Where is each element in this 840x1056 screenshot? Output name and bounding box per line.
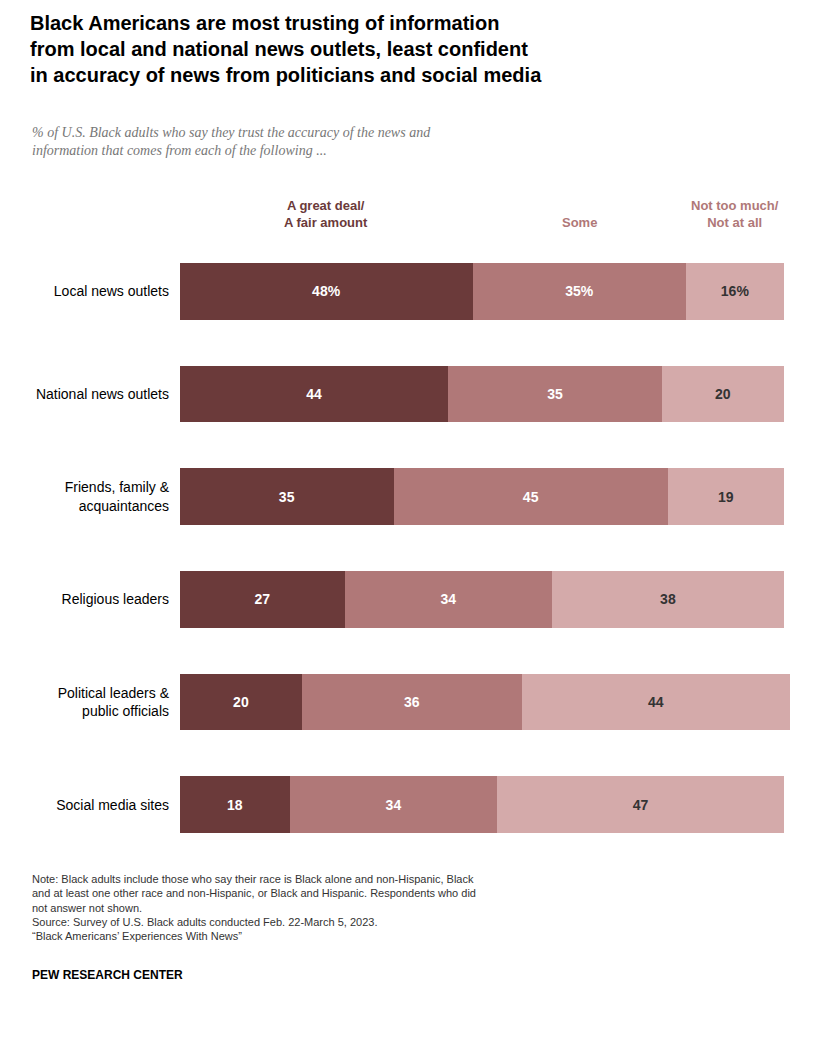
svg-text:44: 44 bbox=[648, 694, 664, 710]
svg-text:20: 20 bbox=[233, 694, 249, 710]
svg-text:35: 35 bbox=[547, 386, 563, 402]
svg-text:48%: 48% bbox=[312, 283, 341, 299]
svg-text:Note: Black adults include tho: Note: Black adults include those who say… bbox=[32, 873, 476, 942]
svg-text:36: 36 bbox=[404, 694, 420, 710]
svg-text:Some: Some bbox=[562, 215, 597, 230]
svg-text:PEW RESEARCH CENTER: PEW RESEARCH CENTER bbox=[32, 968, 183, 982]
svg-text:Local news outlets: Local news outlets bbox=[54, 283, 169, 299]
svg-text:34: 34 bbox=[441, 591, 457, 607]
svg-text:35%: 35% bbox=[565, 283, 594, 299]
svg-text:34: 34 bbox=[386, 797, 402, 813]
svg-text:20: 20 bbox=[715, 386, 731, 402]
svg-text:16%: 16% bbox=[721, 283, 750, 299]
svg-text:Religious leaders: Religious leaders bbox=[62, 591, 169, 607]
svg-text:Friends, family &acquaintances: Friends, family &acquaintances bbox=[65, 479, 170, 513]
svg-text:27: 27 bbox=[254, 591, 270, 607]
svg-text:35: 35 bbox=[279, 489, 295, 505]
svg-text:18: 18 bbox=[227, 797, 243, 813]
svg-text:45: 45 bbox=[523, 489, 539, 505]
svg-text:A great deal/A fair amount: A great deal/A fair amount bbox=[284, 198, 368, 230]
svg-text:Black Americans are most trust: Black Americans are most trusting of inf… bbox=[30, 12, 542, 86]
svg-text:National news outlets: National news outlets bbox=[36, 386, 169, 402]
svg-text:Political leaders &public offi: Political leaders &public officials bbox=[58, 685, 170, 719]
svg-text:44: 44 bbox=[306, 386, 322, 402]
svg-text:% of U.S. Black adults who say: % of U.S. Black adults who say they trus… bbox=[32, 125, 431, 158]
svg-text:38: 38 bbox=[660, 591, 676, 607]
svg-text:47: 47 bbox=[633, 797, 649, 813]
svg-text:19: 19 bbox=[718, 489, 734, 505]
svg-text:Not too much/Not at all: Not too much/Not at all bbox=[691, 198, 779, 230]
svg-text:Social media sites: Social media sites bbox=[56, 797, 169, 813]
